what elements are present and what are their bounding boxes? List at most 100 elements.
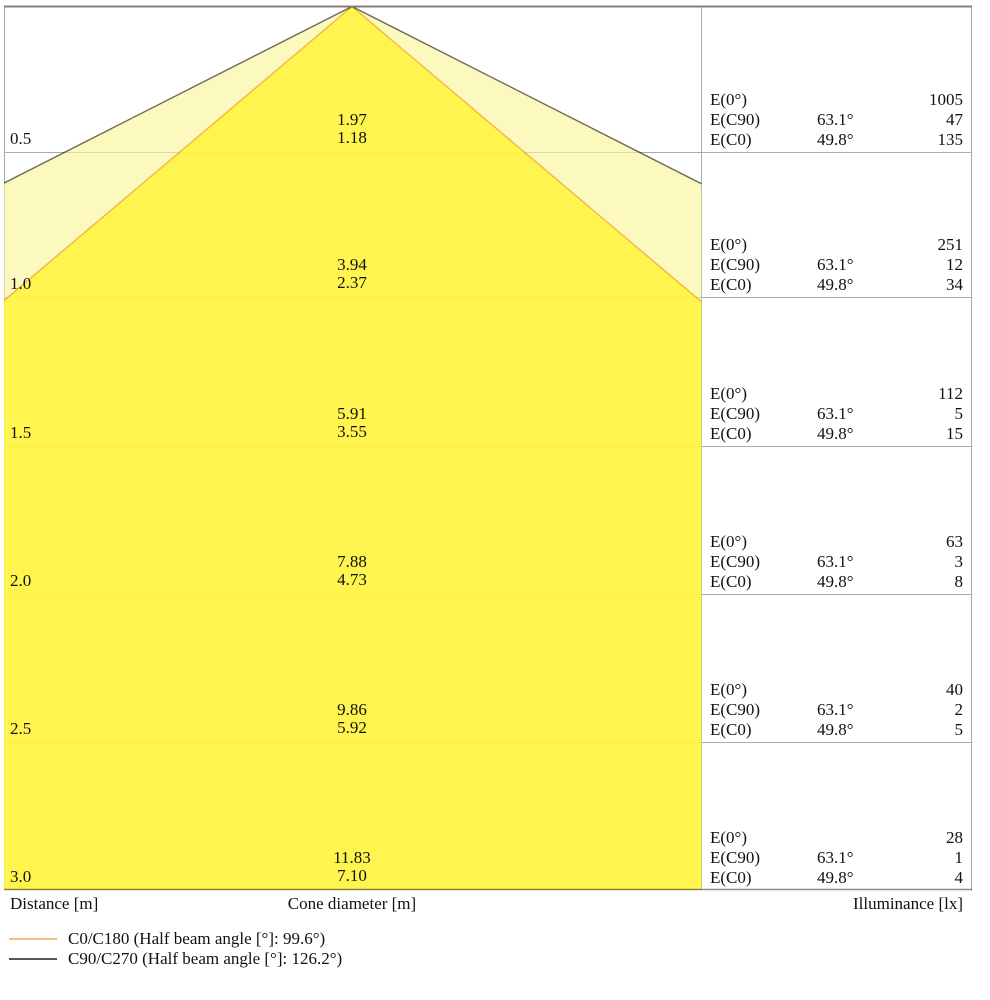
e0-angle bbox=[817, 235, 913, 255]
illuminance-block: E(0°) 28 E(C90) 63.1° 1 E(C0) 49.8° 4 bbox=[710, 828, 963, 888]
ec90-angle: 63.1° bbox=[817, 255, 854, 274]
cone-diameter-values: 3.94 2.37 bbox=[252, 256, 452, 292]
cone-diameter-c90: 9.86 bbox=[337, 700, 367, 719]
illuminance-row-ec90: E(C90) 63.1° 47 bbox=[710, 110, 963, 130]
e0-angle bbox=[817, 680, 913, 700]
ec0-label: E(C0) bbox=[710, 130, 752, 149]
ec0-value: 4 bbox=[954, 868, 964, 887]
illuminance-row-ec0: E(C0) 49.8° 5 bbox=[710, 720, 963, 740]
cone-diameter-c90: 5.91 bbox=[337, 404, 367, 423]
cone-diameter-c0: 3.55 bbox=[337, 422, 367, 441]
legend-swatch-c90-c270 bbox=[9, 958, 57, 960]
cone-diameter-c0: 2.37 bbox=[337, 273, 367, 292]
ec90-angle: 63.1° bbox=[817, 110, 854, 129]
ec0-angle: 49.8° bbox=[817, 275, 854, 294]
e0-label: E(0°) bbox=[710, 235, 748, 254]
cone-diameter-values: 5.91 3.55 bbox=[252, 405, 452, 441]
illuminance-row-ec0: E(C0) 49.8° 135 bbox=[710, 130, 963, 150]
illuminance-row-ec90: E(C90) 63.1° 1 bbox=[710, 848, 963, 868]
ec0-value: 15 bbox=[946, 424, 963, 443]
ec90-label: E(C90) bbox=[710, 700, 761, 719]
ec90-value: 5 bbox=[954, 404, 964, 423]
illuminance-row-ec0: E(C0) 49.8° 34 bbox=[710, 275, 963, 295]
illuminance-row-ec90: E(C90) 63.1° 12 bbox=[710, 255, 963, 275]
illuminance-row-ec0: E(C0) 49.8° 15 bbox=[710, 424, 963, 444]
e0-label: E(0°) bbox=[710, 828, 748, 847]
illuminance-row-e0: E(0°) 1005 bbox=[710, 90, 963, 110]
axis-label-illuminance: Illuminance [lx] bbox=[853, 894, 963, 913]
axis-label-cone-diameter: Cone diameter [m] bbox=[287, 894, 417, 913]
ec0-angle: 49.8° bbox=[817, 424, 854, 443]
cone-diameter-c0: 1.18 bbox=[337, 128, 367, 147]
cone-diameter-c90: 11.83 bbox=[333, 848, 371, 867]
e0-value: 112 bbox=[938, 384, 963, 403]
cone-diameter-c0: 7.10 bbox=[337, 866, 367, 885]
ec90-angle: 63.1° bbox=[817, 552, 854, 571]
illuminance-row-ec90: E(C90) 63.1° 2 bbox=[710, 700, 963, 720]
ec90-value: 3 bbox=[954, 552, 964, 571]
e0-label: E(0°) bbox=[710, 90, 748, 109]
distance-label: 3.0 bbox=[10, 867, 32, 886]
e0-value: 63 bbox=[946, 532, 963, 551]
distance-label: 2.5 bbox=[10, 719, 32, 738]
distance-label: 0.5 bbox=[10, 129, 32, 148]
e0-label: E(0°) bbox=[710, 532, 748, 551]
ec90-angle: 63.1° bbox=[817, 848, 854, 867]
ec0-value: 8 bbox=[954, 572, 964, 591]
e0-angle bbox=[817, 90, 913, 110]
ec90-label: E(C90) bbox=[710, 404, 761, 423]
illuminance-block: E(0°) 63 E(C90) 63.1° 3 E(C0) 49.8° 8 bbox=[710, 532, 963, 592]
illuminance-row-ec0: E(C0) 49.8° 4 bbox=[710, 868, 963, 888]
ec90-label: E(C90) bbox=[710, 110, 761, 129]
illuminance-row-e0: E(0°) 251 bbox=[710, 235, 963, 255]
illuminance-row-e0: E(0°) 112 bbox=[710, 384, 963, 404]
ec0-angle: 49.8° bbox=[817, 868, 854, 887]
illuminance-row-e0: E(0°) 63 bbox=[710, 532, 963, 552]
e0-value: 1005 bbox=[929, 90, 963, 109]
e0-value: 28 bbox=[946, 828, 963, 847]
illuminance-block: E(0°) 40 E(C90) 63.1° 2 E(C0) 49.8° 5 bbox=[710, 680, 963, 740]
distance-label: 1.5 bbox=[10, 423, 32, 442]
ec90-label: E(C90) bbox=[710, 552, 761, 571]
ec90-label: E(C90) bbox=[710, 255, 761, 274]
ec0-angle: 49.8° bbox=[817, 720, 854, 739]
legend-swatch-c0-c180 bbox=[9, 938, 57, 940]
cone-diameter-c90: 7.88 bbox=[337, 552, 367, 571]
legend-label-c0-c180: C0/C180 (Half beam angle [°]: 99.6°) bbox=[68, 929, 326, 948]
e0-angle bbox=[817, 532, 913, 552]
ec90-value: 47 bbox=[946, 110, 963, 129]
cone-diameter-values: 11.83 7.10 bbox=[252, 849, 452, 885]
ec0-angle: 49.8° bbox=[817, 572, 854, 591]
ec0-label: E(C0) bbox=[710, 720, 752, 739]
illuminance-row-e0: E(0°) 28 bbox=[710, 828, 963, 848]
distance-label: 2.0 bbox=[10, 571, 32, 590]
cone-diameter-values: 7.88 4.73 bbox=[252, 553, 452, 589]
e0-value: 40 bbox=[946, 680, 963, 699]
ec90-angle: 63.1° bbox=[817, 404, 854, 423]
ec0-label: E(C0) bbox=[710, 868, 752, 887]
illuminance-block: E(0°) 251 E(C90) 63.1° 12 E(C0) 49.8° 34 bbox=[710, 235, 963, 295]
cone-diameter-values: 9.86 5.92 bbox=[252, 701, 452, 737]
e0-value: 251 bbox=[937, 235, 964, 254]
illuminance-row-e0: E(0°) 40 bbox=[710, 680, 963, 700]
ec0-value: 135 bbox=[937, 130, 964, 149]
ec0-label: E(C0) bbox=[710, 424, 752, 443]
ec0-label: E(C0) bbox=[710, 572, 752, 591]
cone-diameter-c0: 4.73 bbox=[337, 570, 367, 589]
ec0-value: 34 bbox=[946, 275, 963, 294]
cone-diameter-c90: 3.94 bbox=[337, 255, 367, 274]
cone-diameter-c90: 1.97 bbox=[337, 110, 367, 129]
ec0-value: 5 bbox=[954, 720, 964, 739]
axis-label-distance: Distance [m] bbox=[10, 894, 99, 913]
illuminance-row-ec0: E(C0) 49.8° 8 bbox=[710, 572, 963, 592]
cone-diameter-values: 1.97 1.18 bbox=[252, 111, 452, 147]
ec90-value: 12 bbox=[946, 255, 963, 274]
e0-angle bbox=[817, 828, 913, 848]
e0-label: E(0°) bbox=[710, 384, 748, 403]
illuminance-row-ec90: E(C90) 63.1° 5 bbox=[710, 404, 963, 424]
cone-diameter-c0: 5.92 bbox=[337, 718, 367, 737]
ec90-value: 1 bbox=[954, 848, 964, 867]
illuminance-block: E(0°) 112 E(C90) 63.1° 5 E(C0) 49.8° 15 bbox=[710, 384, 963, 444]
e0-angle bbox=[817, 384, 913, 404]
